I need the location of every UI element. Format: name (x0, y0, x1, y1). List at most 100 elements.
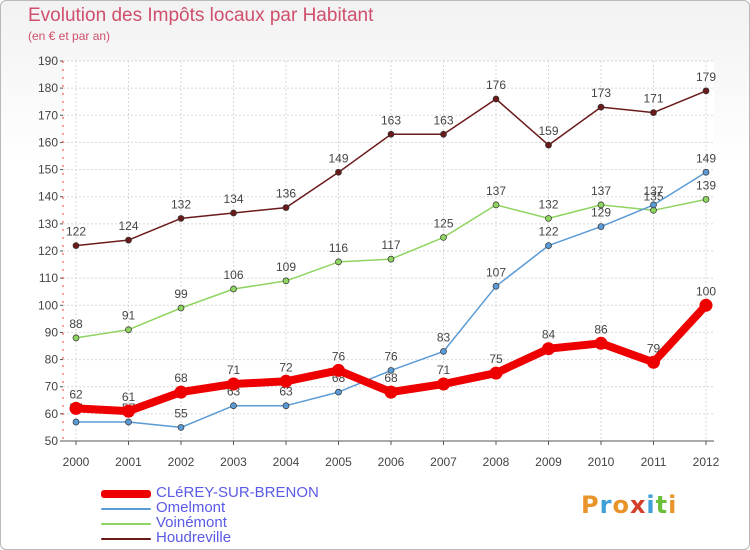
x-tick-label: 2005 (325, 455, 352, 469)
data-point (335, 388, 342, 396)
data-label: 129 (591, 206, 611, 220)
data-point (332, 363, 345, 377)
legend-swatch (101, 523, 151, 525)
data-label: 84 (542, 328, 556, 342)
data-label: 86 (594, 322, 608, 336)
data-point (72, 242, 80, 249)
data-point (702, 168, 710, 176)
data-point (230, 209, 237, 217)
data-point (279, 374, 293, 388)
data-label: 79 (647, 341, 661, 355)
x-tick-label: 2009 (535, 455, 562, 469)
x-tick-label: 2001 (115, 455, 142, 469)
data-label: 76 (332, 349, 346, 363)
data-label: 136 (276, 187, 296, 201)
logo-letter: x (629, 491, 647, 519)
data-point (647, 355, 660, 369)
legend-swatch (101, 490, 151, 498)
logo-letter: t (655, 491, 669, 519)
data-point (437, 377, 450, 391)
y-tick-label: 100 (38, 298, 58, 312)
data-point (440, 348, 447, 355)
data-point (492, 201, 500, 209)
data-label: 149 (328, 151, 348, 165)
x-tick-label: 2000 (63, 455, 90, 469)
data-point (125, 236, 132, 244)
proxiti-logo: Proxiti (581, 491, 677, 519)
data-label: 179 (696, 70, 716, 84)
y-tick-label: 120 (38, 244, 58, 258)
data-label: 137 (591, 184, 611, 198)
data-point (72, 418, 80, 426)
logo-letter: r (599, 491, 613, 519)
logo-letter: P (581, 491, 600, 519)
data-label: 176 (486, 78, 506, 92)
data-point (545, 141, 552, 149)
y-tick-label: 90 (45, 325, 59, 339)
legend-label: Houdreville (156, 529, 232, 546)
data-label: 62 (69, 387, 83, 401)
data-point (542, 342, 555, 356)
data-label: 163 (433, 113, 453, 127)
data-point (489, 366, 503, 380)
data-label: 139 (696, 178, 716, 192)
data-point (387, 367, 395, 374)
x-tick-label: 2006 (378, 455, 405, 469)
data-label: 68 (174, 371, 188, 385)
legend-swatch (101, 508, 151, 510)
data-point (227, 377, 240, 391)
y-tick-label: 160 (38, 135, 58, 149)
data-point (440, 234, 447, 241)
x-tick-label: 2004 (273, 455, 300, 469)
y-tick-label: 110 (39, 271, 58, 285)
data-point (702, 87, 710, 95)
data-label: 106 (223, 268, 243, 282)
data-point (282, 402, 290, 410)
data-label: 68 (384, 371, 398, 385)
x-tick-label: 2012 (693, 455, 720, 469)
data-label: 71 (227, 363, 241, 377)
data-label: 63 (279, 385, 293, 399)
chart-title: Evolution des Impôts locaux par Habitant (28, 5, 374, 26)
data-label: 55 (174, 406, 188, 420)
data-label: 117 (381, 238, 400, 252)
y-tick-label: 70 (45, 380, 59, 394)
data-label: 124 (118, 219, 138, 233)
data-point (122, 404, 135, 418)
data-label: 107 (486, 265, 506, 279)
data-point (440, 130, 447, 138)
data-label: 159 (538, 124, 558, 138)
data-label: 132 (538, 197, 558, 211)
data-point (174, 385, 188, 399)
data-label: 163 (381, 113, 401, 127)
x-tick-label: 2010 (588, 455, 615, 469)
data-point (650, 109, 657, 116)
data-point (387, 255, 395, 263)
data-point (177, 424, 185, 431)
y-tick-label: 190 (38, 54, 58, 68)
data-point (282, 277, 290, 285)
data-point (125, 326, 132, 334)
legend-label: Voinémont (156, 514, 227, 531)
data-label: 76 (384, 349, 398, 363)
logo-letter: i (646, 491, 656, 519)
data-label: 137 (486, 184, 506, 198)
y-tick-label: 150 (38, 163, 58, 177)
y-tick-label: 80 (45, 353, 59, 367)
data-point (335, 258, 342, 266)
data-label: 75 (489, 352, 503, 366)
data-point (650, 201, 657, 209)
data-point (230, 402, 237, 410)
data-label: 171 (643, 92, 663, 106)
data-point (69, 401, 83, 415)
data-point (597, 223, 605, 230)
data-label: 134 (223, 192, 243, 206)
data-label: 116 (329, 241, 348, 255)
y-tick-label: 130 (38, 217, 58, 231)
data-point (597, 201, 605, 209)
data-point (545, 215, 552, 222)
data-label: 125 (433, 216, 453, 230)
data-label: 149 (696, 151, 716, 165)
data-point (72, 334, 80, 342)
